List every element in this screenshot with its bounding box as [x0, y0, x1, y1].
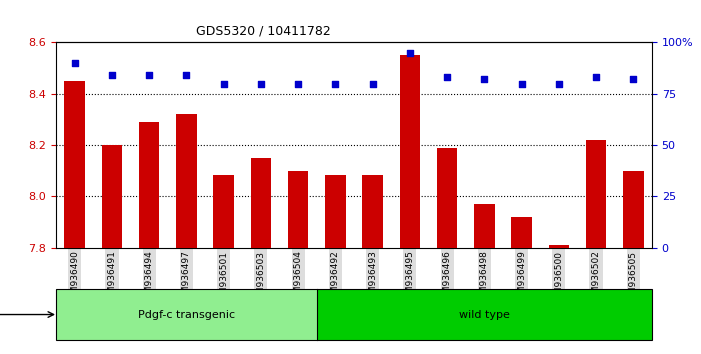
- Bar: [474, 204, 495, 248]
- Bar: [102, 145, 122, 248]
- FancyBboxPatch shape: [56, 289, 317, 340]
- Point: [590, 75, 601, 80]
- Bar: [139, 122, 159, 248]
- Text: genotype/variation: genotype/variation: [0, 309, 53, 320]
- Point: [442, 75, 453, 80]
- Bar: [176, 114, 197, 248]
- Bar: [213, 175, 234, 248]
- Point: [218, 81, 229, 86]
- Bar: [288, 171, 308, 248]
- Bar: [325, 175, 346, 248]
- Point: [329, 81, 341, 86]
- Bar: [437, 148, 457, 248]
- Point: [255, 81, 266, 86]
- Point: [181, 73, 192, 78]
- Bar: [549, 245, 569, 248]
- FancyBboxPatch shape: [317, 289, 652, 340]
- Point: [479, 76, 490, 82]
- Bar: [64, 81, 85, 248]
- Point: [404, 50, 416, 56]
- Text: Pdgf-c transgenic: Pdgf-c transgenic: [138, 309, 235, 320]
- Bar: [511, 217, 532, 248]
- Point: [144, 73, 155, 78]
- Text: wild type: wild type: [459, 309, 510, 320]
- Bar: [362, 175, 383, 248]
- Point: [107, 73, 118, 78]
- Text: GDS5320 / 10411782: GDS5320 / 10411782: [196, 25, 331, 38]
- Point: [627, 76, 639, 82]
- Point: [69, 60, 81, 66]
- Bar: [586, 140, 606, 248]
- Bar: [251, 158, 271, 248]
- Point: [516, 81, 527, 86]
- Bar: [623, 171, 644, 248]
- Point: [367, 81, 379, 86]
- Point: [292, 81, 304, 86]
- Point: [553, 81, 564, 86]
- Bar: [400, 55, 420, 248]
